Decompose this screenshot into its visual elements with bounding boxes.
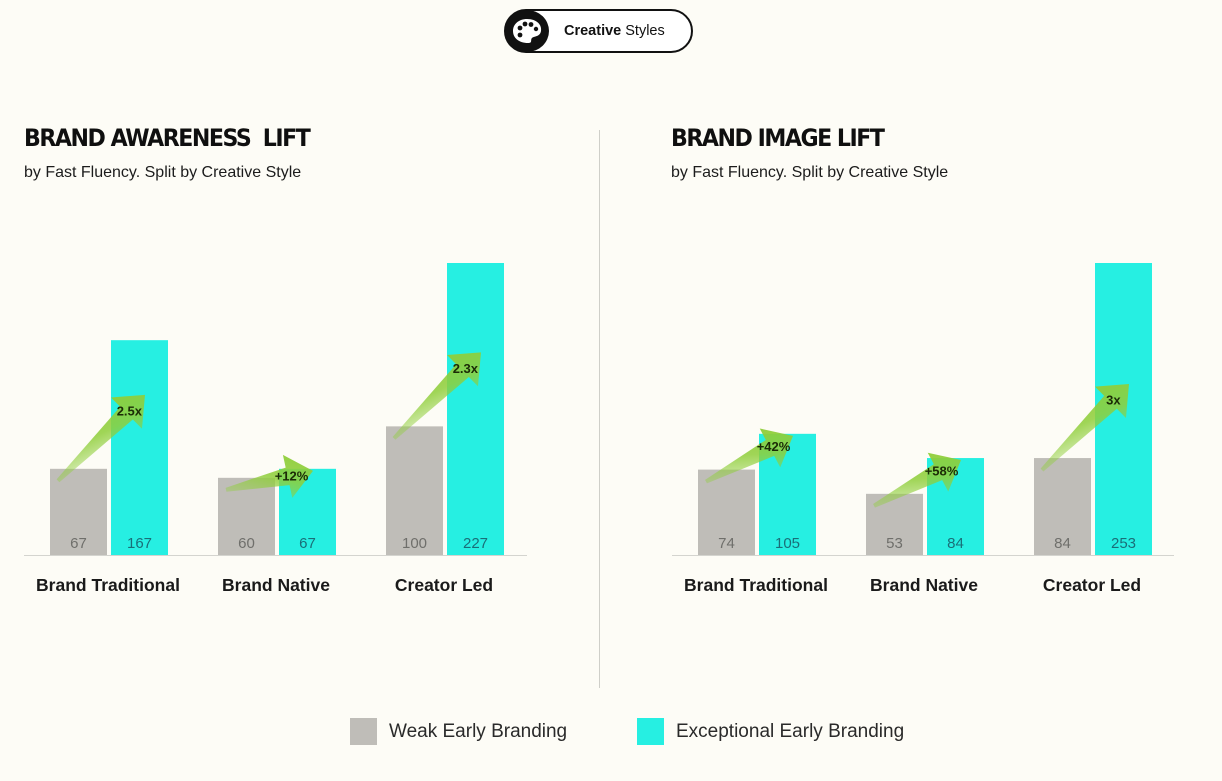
x-tick-label: Brand Native [870,575,978,595]
badge-bold: Creative [564,23,622,39]
lift-label: 3x [1106,393,1121,408]
data-label-exceptional: 227 [463,535,488,552]
legend-label-weak: Weak Early Branding [389,721,568,742]
lift-label: +42% [757,439,791,454]
data-label-exceptional: 105 [775,535,800,552]
lift-label: 2.5x [117,403,143,418]
x-tick-label: Brand Traditional [684,575,828,595]
lift-arrow-icon [705,428,793,484]
legend-swatch-weak [350,718,377,745]
data-label-weak: 60 [238,535,255,552]
lift-label: 2.3x [453,361,479,376]
badge-text: Creative Styles [564,23,665,39]
badge-rest: Styles [625,23,665,39]
data-label-weak: 74 [718,535,735,552]
lift-arrow-icon [225,454,314,498]
lift-arrow-icon [873,452,961,508]
panel-divider [599,130,600,688]
bar-weak-early-branding [698,469,755,555]
bar-exceptional-early-branding [447,263,504,555]
lift-label: +12% [275,469,309,484]
data-label-weak: 67 [70,535,87,552]
awareness-chart-subtitle: by Fast Fluency. Split by Creative Style [24,164,302,181]
legend-label-exceptional: Exceptional Early Branding [676,721,905,742]
data-label-weak: 84 [1054,535,1071,552]
palette-icon [505,10,549,52]
lift-arrow-icon [1040,384,1130,472]
lift-arrow-icon [56,394,146,483]
image-chart-subtitle: by Fast Fluency. Split by Creative Style [671,164,949,181]
bar-weak-early-branding [50,468,107,555]
data-label-exceptional: 253 [1111,535,1136,552]
data-label-weak: 100 [402,535,427,552]
x-tick-label: Creator Led [1043,575,1141,595]
data-label-exceptional: 167 [127,535,152,552]
bar-weak-early-branding [1034,458,1091,555]
image-chart-title: BRAND IMAGE LIFT [671,124,885,152]
bar-weak-early-branding [386,426,443,555]
x-tick-label: Brand Native [222,575,330,595]
legend-swatch-exceptional [637,718,664,745]
lift-arrow-icon [392,352,482,440]
data-label-exceptional: 67 [299,535,316,552]
data-label-exceptional: 84 [947,535,964,552]
awareness-chart-title: BRAND AWARENESS LIFT [24,124,311,152]
data-label-weak: 53 [886,535,903,552]
creative-styles-badge: Creative Styles [504,9,693,53]
x-tick-label: Creator Led [395,575,493,595]
lift-label: +58% [925,463,959,478]
x-tick-label: Brand Traditional [36,575,180,595]
bar-exceptional-early-branding [111,340,168,555]
